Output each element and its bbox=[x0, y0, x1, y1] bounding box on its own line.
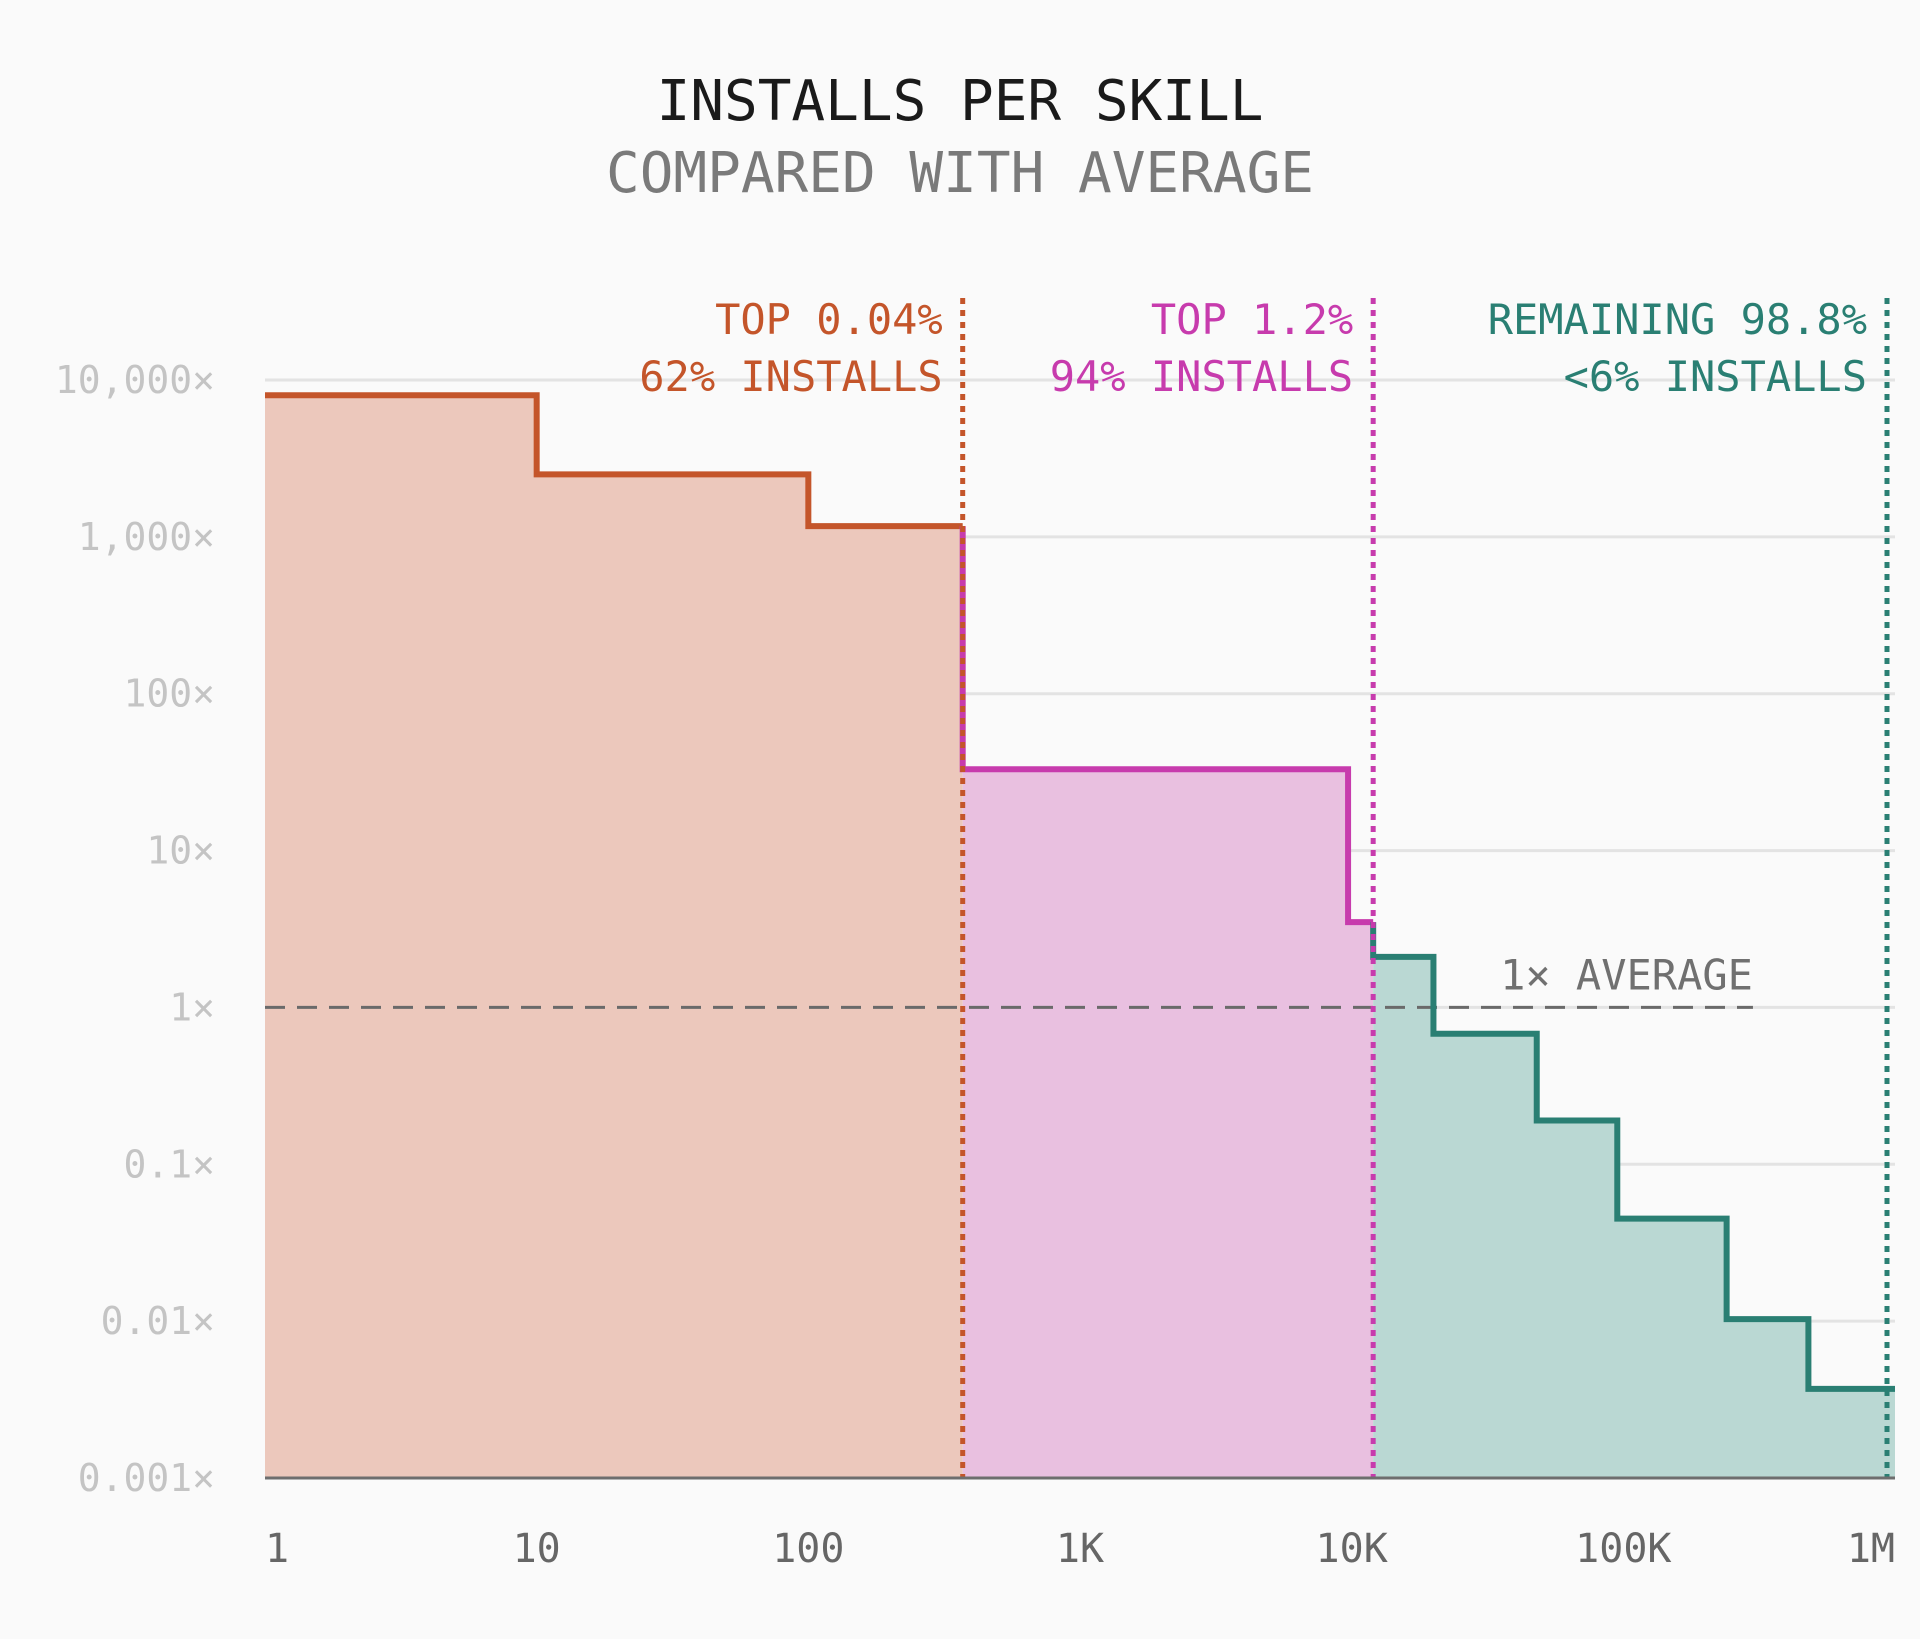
y-tick-label: 0.01× bbox=[101, 1299, 215, 1343]
series-area-1 bbox=[962, 769, 1374, 1478]
y-tick-label: 10× bbox=[146, 829, 215, 873]
y-tick-label: 1,000× bbox=[78, 515, 215, 559]
series-lines bbox=[265, 392, 1895, 1392]
series-line-2 bbox=[1370, 922, 1895, 1392]
axes: 10,000× 1,000× 100× 10× 1× 0.1× 0.01× 0.001× 1 10… bbox=[55, 358, 1895, 1572]
x-tick-label: 1 bbox=[265, 1526, 289, 1572]
x-tick-label: 1M bbox=[1847, 1526, 1895, 1572]
series-area-2 bbox=[1373, 956, 1895, 1478]
x-tick-label: 10 bbox=[513, 1526, 561, 1572]
series-line-1 bbox=[959, 526, 1374, 926]
y-tick-label: 0.1× bbox=[123, 1142, 215, 1186]
segment-dividers bbox=[960, 298, 1890, 1478]
annotation-line2: 62% INSTALLS bbox=[639, 352, 942, 401]
annotations: TOP 0.04% 62% INSTALLS TOP 1.2% 94% INSTALL… bbox=[639, 295, 1867, 401]
annotation-line2: <6% INSTALLS bbox=[1564, 352, 1867, 401]
x-tick-label: 1K bbox=[1056, 1526, 1104, 1572]
x-tick-label: 10K bbox=[1316, 1526, 1388, 1572]
annotation-line2: 94% INSTALLS bbox=[1050, 352, 1353, 401]
area-fills bbox=[265, 395, 1895, 1478]
y-tick-label: 1× bbox=[169, 985, 215, 1029]
series-line-0 bbox=[265, 392, 963, 530]
chart-subtitle: COMPARED WITH AVERAGE bbox=[606, 141, 1314, 206]
series-area-0 bbox=[265, 395, 963, 1478]
chart-title: INSTALLS PER SKILL bbox=[657, 69, 1264, 134]
annotation-line1: TOP 0.04% bbox=[715, 295, 943, 344]
x-tick-label: 100 bbox=[772, 1526, 844, 1572]
average-label: 1× AVERAGE bbox=[1500, 950, 1753, 999]
y-tick-label: 100× bbox=[123, 672, 215, 716]
y-tick-label: 0.001× bbox=[78, 1456, 215, 1500]
annotation-line1: TOP 1.2% bbox=[1151, 295, 1353, 344]
annotation-line1: REMAINING 98.8% bbox=[1488, 295, 1867, 344]
y-tick-label: 10,000× bbox=[55, 358, 215, 402]
x-tick-label: 100K bbox=[1575, 1526, 1671, 1572]
average-reference: 1× AVERAGE bbox=[265, 950, 1753, 1009]
